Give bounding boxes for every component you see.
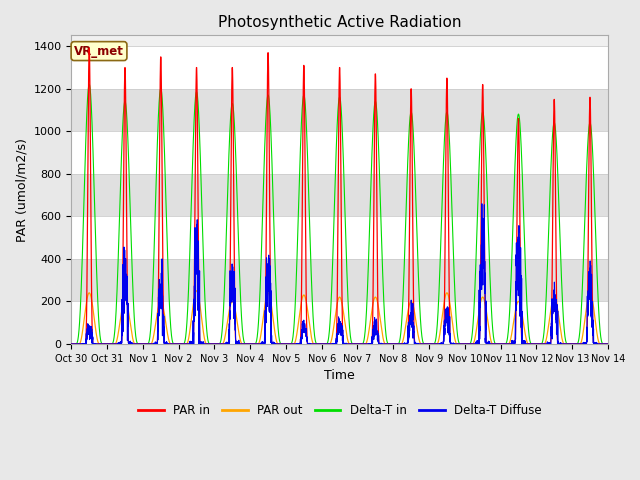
X-axis label: Time: Time <box>324 369 355 382</box>
Y-axis label: PAR (umol/m2/s): PAR (umol/m2/s) <box>15 138 28 241</box>
Legend: PAR in, PAR out, Delta-T in, Delta-T Diffuse: PAR in, PAR out, Delta-T in, Delta-T Dif… <box>133 399 547 421</box>
Bar <box>72 259 608 301</box>
Bar <box>72 88 608 131</box>
Bar <box>72 301 608 344</box>
Text: VR_met: VR_met <box>74 45 124 58</box>
Bar <box>72 131 608 174</box>
Bar <box>72 216 608 259</box>
Bar <box>72 46 608 88</box>
Title: Photosynthetic Active Radiation: Photosynthetic Active Radiation <box>218 15 461 30</box>
Bar <box>72 174 608 216</box>
